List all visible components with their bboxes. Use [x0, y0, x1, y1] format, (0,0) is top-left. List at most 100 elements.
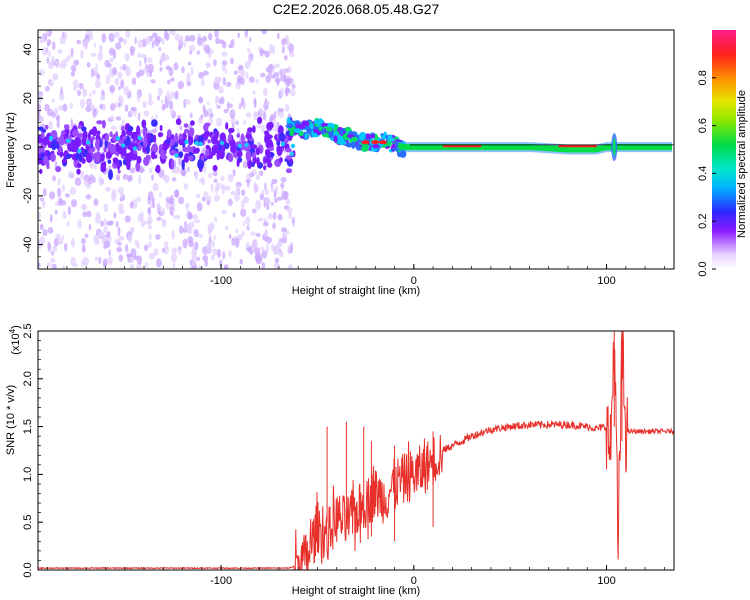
noise-blob: [220, 96, 225, 105]
noise-blob: [144, 262, 149, 268]
x-tick-label: 100: [597, 275, 615, 287]
noise-blob: [235, 120, 240, 126]
signal-peak: [361, 140, 370, 145]
noise-blob: [117, 71, 123, 80]
signal-blob: [50, 139, 57, 151]
signal-blob: [166, 129, 172, 138]
noise-blob: [222, 250, 226, 260]
noise-blob: [117, 186, 124, 195]
signal-blob: [229, 139, 236, 148]
noise-blob: [104, 186, 112, 192]
signal-blob: [159, 149, 166, 157]
noise-blob: [147, 99, 154, 106]
noise-blob: [93, 42, 97, 48]
noise-blob: [83, 178, 88, 186]
noise-blob: [98, 176, 104, 186]
noise-blob: [252, 90, 256, 96]
noise-blob: [150, 79, 156, 84]
signal-blob: [285, 147, 292, 153]
noise-blob: [50, 257, 56, 263]
noise-blob: [184, 35, 191, 42]
noise-blob: [280, 72, 287, 82]
noise-blob: [262, 112, 267, 121]
signal-blob: [240, 133, 245, 143]
spectrogram-ticks: -100 0 100 -40 -20 0 20 40: [22, 36, 665, 287]
noise-blob: [47, 108, 54, 117]
signal-blob: [115, 136, 121, 141]
noise-blob: [264, 230, 268, 237]
noise-blob: [287, 244, 291, 253]
signal-blob: [85, 152, 92, 163]
noise-blob: [271, 201, 274, 207]
noise-blob: [264, 198, 271, 205]
noise-blob: [243, 221, 246, 227]
noise-blob: [92, 89, 96, 95]
signal-blob: [96, 145, 101, 152]
noise-blob: [139, 129, 144, 134]
noise-blob: [289, 52, 295, 58]
signal-blob: [76, 168, 81, 175]
noise-blob: [119, 196, 123, 202]
signal-blob: [99, 153, 105, 162]
noise-blob: [228, 233, 232, 240]
signal-blob: [72, 129, 79, 137]
signal-blob: [142, 146, 147, 153]
noise-blob: [131, 77, 137, 86]
noise-blob: [41, 198, 46, 209]
noise-blob: [69, 102, 74, 109]
noise-blob: [212, 248, 218, 256]
noise-blob: [224, 266, 228, 269]
noise-blob: [255, 200, 262, 210]
noise-blob: [188, 212, 193, 220]
noise-blob: [257, 217, 264, 222]
noise-blob: [173, 62, 179, 71]
noise-blob: [74, 177, 82, 187]
noise-blob: [155, 234, 161, 240]
signal-blob: [395, 140, 399, 147]
signal-blob: [351, 136, 358, 142]
noise-blob: [190, 265, 197, 269]
noise-blob: [100, 95, 106, 101]
signal-blob: [170, 159, 175, 170]
noise-blob: [268, 43, 274, 54]
noise-blob: [174, 91, 178, 100]
noise-blob: [271, 178, 278, 184]
signal-blob: [278, 132, 285, 142]
noise-blob: [109, 57, 114, 63]
noise-blob: [47, 241, 51, 251]
noise-blob: [164, 95, 168, 102]
noise-blob: [266, 100, 270, 105]
noise-blob: [191, 213, 198, 220]
signal-blob: [309, 122, 314, 130]
noise-blob: [177, 80, 184, 90]
noise-blob: [124, 104, 129, 112]
signal-blob: [66, 138, 71, 143]
signal-blob: [252, 125, 256, 133]
noise-blob: [123, 86, 130, 96]
noise-blob: [148, 241, 152, 248]
noise-blob: [238, 102, 242, 110]
noise-blob: [40, 197, 44, 202]
noise-blob: [290, 88, 296, 97]
noise-blob: [137, 39, 144, 49]
signal-blob: [197, 135, 205, 143]
noise-blob: [94, 256, 99, 261]
noise-blob: [51, 263, 57, 269]
colorbar-tick-label: 0.0: [697, 261, 709, 276]
noise-blob: [113, 31, 120, 38]
noise-blob: [174, 166, 181, 175]
noise-blob: [99, 103, 104, 110]
noise-blob: [118, 203, 124, 213]
chart-title: C2E2.2026.068.05.48.G27: [273, 1, 440, 17]
noise-blob: [148, 252, 155, 260]
noise-blob: [235, 238, 240, 248]
noise-blob: [281, 186, 284, 192]
noise-blob: [179, 35, 184, 44]
signal-blob: [77, 124, 82, 129]
signal-blob: [386, 141, 392, 147]
noise-blob: [147, 207, 151, 214]
signal-blob: [356, 144, 361, 151]
noise-blob: [171, 247, 177, 254]
signal-blob: [193, 148, 200, 154]
noise-blob: [195, 193, 201, 199]
